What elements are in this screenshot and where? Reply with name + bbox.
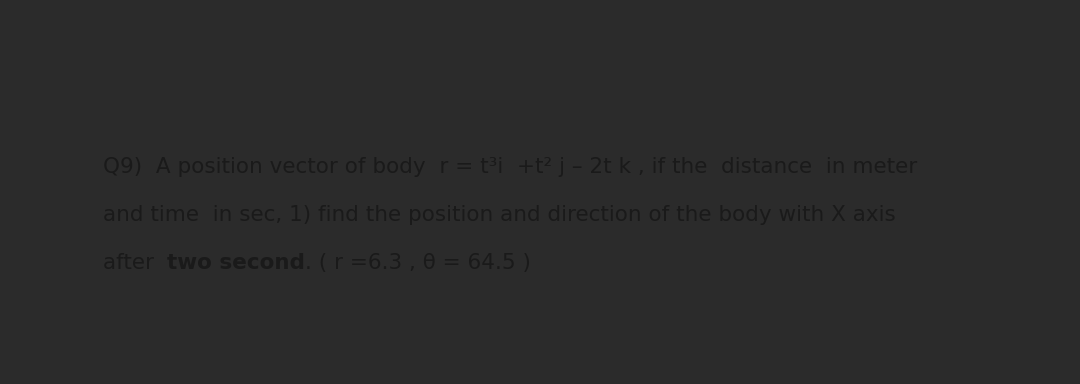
Text: two second: two second	[167, 253, 306, 273]
Text: . ( r =6.3 , θ = 64.5 ): . ( r =6.3 , θ = 64.5 )	[306, 253, 531, 273]
Text: and time  in sec, 1) find the position and direction of the body with X axis: and time in sec, 1) find the position an…	[103, 205, 895, 225]
Text: Q9)  A position vector of body  r = t³i  +t² j – 2t k , if the  distance  in met: Q9) A position vector of body r = t³i +t…	[103, 157, 917, 177]
Text: after: after	[103, 253, 167, 273]
